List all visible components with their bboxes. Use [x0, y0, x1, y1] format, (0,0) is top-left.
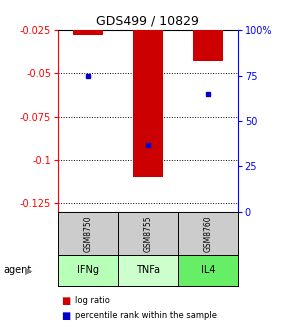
Text: ▶: ▶	[25, 265, 33, 276]
Text: ■: ■	[61, 296, 70, 306]
Text: log ratio: log ratio	[75, 296, 110, 305]
Text: IFNg: IFNg	[77, 265, 99, 276]
Text: GSM8750: GSM8750	[84, 215, 93, 252]
Text: percentile rank within the sample: percentile rank within the sample	[75, 311, 218, 320]
Text: ■: ■	[61, 311, 70, 321]
Bar	[73, 30, 103, 35]
Text: GSM8755: GSM8755	[143, 215, 153, 252]
Bar	[133, 30, 163, 177]
Title: GDS499 / 10829: GDS499 / 10829	[97, 15, 199, 28]
Text: agent: agent	[3, 265, 31, 276]
Bar	[193, 30, 223, 61]
Text: TNFa: TNFa	[136, 265, 160, 276]
Text: GSM8760: GSM8760	[203, 215, 212, 252]
Text: IL4: IL4	[201, 265, 215, 276]
